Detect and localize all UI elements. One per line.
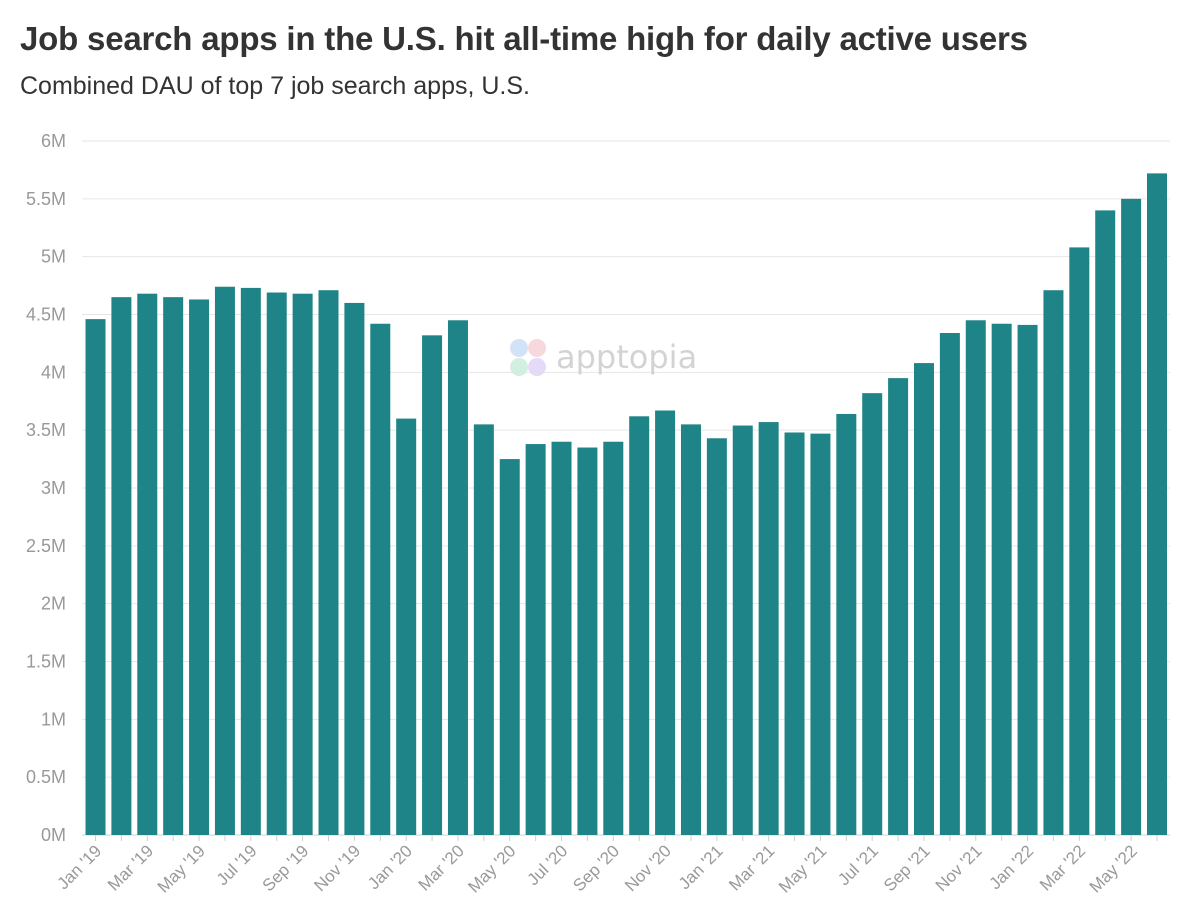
bar	[1147, 173, 1167, 835]
bar	[499, 459, 520, 835]
bar	[706, 438, 727, 835]
x-tick-label: Nov '20	[621, 841, 675, 895]
bar	[422, 335, 443, 835]
x-tick-label: May '20	[464, 841, 519, 896]
chart-subtitle: Combined DAU of top 7 job search apps, U…	[20, 72, 530, 100]
bar	[888, 378, 909, 835]
bar	[1121, 198, 1142, 835]
y-tick-label: 3M	[41, 478, 66, 498]
bar	[810, 433, 831, 835]
apptopia-watermark: apptopia	[510, 338, 697, 376]
x-tick-label: Mar '19	[104, 841, 157, 894]
x-tick-label: Jan '20	[364, 841, 416, 893]
bar	[447, 320, 468, 835]
bar	[629, 416, 650, 835]
watermark-text: apptopia	[556, 338, 697, 376]
x-tick-label: Sep '21	[880, 841, 934, 895]
bar	[784, 432, 805, 835]
bar	[1069, 247, 1090, 835]
bar	[525, 444, 546, 835]
y-tick-label: 6M	[41, 131, 66, 151]
gridlines	[82, 140, 1170, 836]
bar	[189, 299, 210, 836]
bar	[292, 293, 313, 835]
x-tick-label: Nov '21	[932, 841, 986, 895]
x-tick-label: Nov '19	[310, 841, 364, 895]
x-tick-label: Jul '19	[213, 841, 261, 889]
y-tick-label: 2M	[41, 594, 66, 614]
x-tick-label: Mar '20	[415, 841, 468, 894]
y-tick-label: 4M	[41, 362, 66, 382]
bar	[732, 425, 753, 835]
x-tick-label: Jan '22	[985, 841, 1037, 893]
y-tick-label: 0M	[41, 825, 66, 845]
x-tick-label: May '21	[775, 841, 830, 896]
bar	[396, 418, 417, 835]
x-tick-label: Jan '19	[53, 841, 105, 893]
bar	[991, 323, 1012, 835]
bar	[1095, 210, 1116, 835]
y-axis-tick-labels: 0M 0.5M 1M 1.5M 2M 2.5M 3M 3.5M 4M 4.5M 5M 5.5M 6M	[26, 131, 66, 845]
x-tick-label: Jul '21	[834, 841, 882, 889]
y-tick-label: 2.5M	[26, 536, 66, 556]
x-tick-label: May '19	[154, 841, 209, 896]
bar	[111, 297, 132, 835]
bar	[862, 393, 883, 835]
chart-title: Job search apps in the U.S. hit all-time…	[20, 20, 1028, 57]
bar	[836, 413, 857, 835]
bar	[939, 333, 960, 835]
bar	[603, 441, 624, 835]
x-tick-label: Mar '21	[725, 841, 778, 894]
bar	[965, 320, 986, 835]
y-tick-label: 1.5M	[26, 652, 66, 672]
bar	[266, 292, 287, 835]
bar	[214, 286, 235, 835]
bar	[655, 410, 676, 835]
apptopia-petal-logo-icon	[510, 339, 546, 376]
bar	[913, 363, 934, 835]
y-tick-label: 4.5M	[26, 305, 66, 325]
x-tick-label: Jan '21	[675, 841, 727, 893]
x-tick-label: Jul '20	[524, 841, 572, 889]
y-tick-label: 5.5M	[26, 189, 66, 209]
bar	[163, 297, 184, 835]
x-tick-label: Sep '20	[569, 841, 623, 895]
y-tick-label: 0.5M	[26, 767, 66, 787]
bar	[240, 287, 261, 835]
bar	[551, 441, 572, 835]
bar	[758, 422, 779, 835]
y-tick-label: 3.5M	[26, 420, 66, 440]
bar	[137, 293, 158, 835]
x-tick-label: Sep '19	[259, 841, 313, 895]
bars	[85, 173, 1167, 836]
bar	[344, 302, 365, 835]
x-tick-label: May '22	[1086, 841, 1141, 896]
bar	[318, 290, 339, 836]
bar	[473, 424, 494, 835]
bar	[680, 424, 701, 835]
bar	[85, 319, 106, 835]
bar	[1017, 324, 1038, 835]
bar	[577, 447, 598, 835]
bar	[1043, 290, 1064, 836]
y-tick-label: 5M	[41, 247, 66, 267]
y-tick-label: 1M	[41, 709, 66, 729]
bar	[370, 323, 391, 835]
x-tick-label: Mar '22	[1036, 841, 1089, 894]
